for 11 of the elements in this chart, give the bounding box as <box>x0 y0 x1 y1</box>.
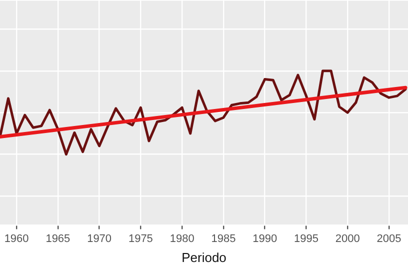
x-tick-label: 1970 <box>87 232 112 245</box>
x-tick-label: 2000 <box>335 232 360 245</box>
x-tick-label: 1995 <box>294 232 318 245</box>
x-tick-label: 2005 <box>376 232 402 245</box>
x-tick-label: 1960 <box>4 232 29 245</box>
x-axis-title: Periodo <box>182 250 226 265</box>
x-tick-label: 1980 <box>170 232 194 245</box>
x-tick-label: 1975 <box>128 232 153 245</box>
x-tick-label: 1990 <box>252 232 278 245</box>
x-tick-label: 1965 <box>46 232 70 245</box>
x-tick-label: 1985 <box>211 232 236 245</box>
